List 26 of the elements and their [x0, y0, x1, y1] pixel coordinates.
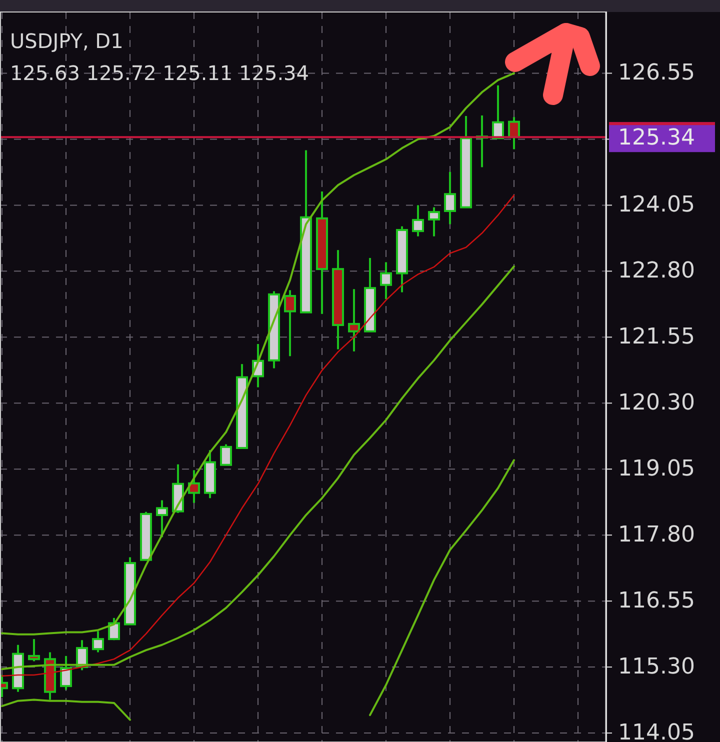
y-tick-label: 115.30 — [618, 654, 695, 680]
candlestick — [188, 469, 200, 504]
candlestick — [156, 499, 168, 538]
y-tick-label: 121.55 — [618, 324, 695, 350]
text: 125.63 125.72 125.11 125.34 — [10, 61, 309, 85]
candlestick — [28, 638, 40, 662]
y-tick-label: 126.55 — [618, 60, 695, 86]
y-tick-label: 120.30 — [618, 390, 695, 416]
candlestick — [380, 261, 392, 300]
line-series — [1, 265, 515, 670]
candlestick — [428, 206, 440, 238]
candlestick — [60, 654, 72, 691]
candlestick — [220, 443, 232, 466]
y-tick-label: 116.55 — [618, 588, 695, 614]
candlestick — [284, 289, 296, 358]
y-tick-label: 117.80 — [618, 522, 695, 548]
candlestick — [412, 204, 424, 238]
y-tick-label: 114.05 — [618, 720, 695, 742]
text: USDJPY, D1 — [10, 29, 124, 53]
y-tick-label: 119.05 — [618, 456, 695, 482]
ref-line-label: 125.34 — [618, 126, 695, 151]
y-tick-label: 124.05 — [618, 192, 695, 218]
candlestick — [444, 170, 456, 226]
y-tick-label: 122.80 — [618, 258, 695, 284]
candlestick — [348, 288, 360, 352]
candlestick — [92, 630, 104, 654]
